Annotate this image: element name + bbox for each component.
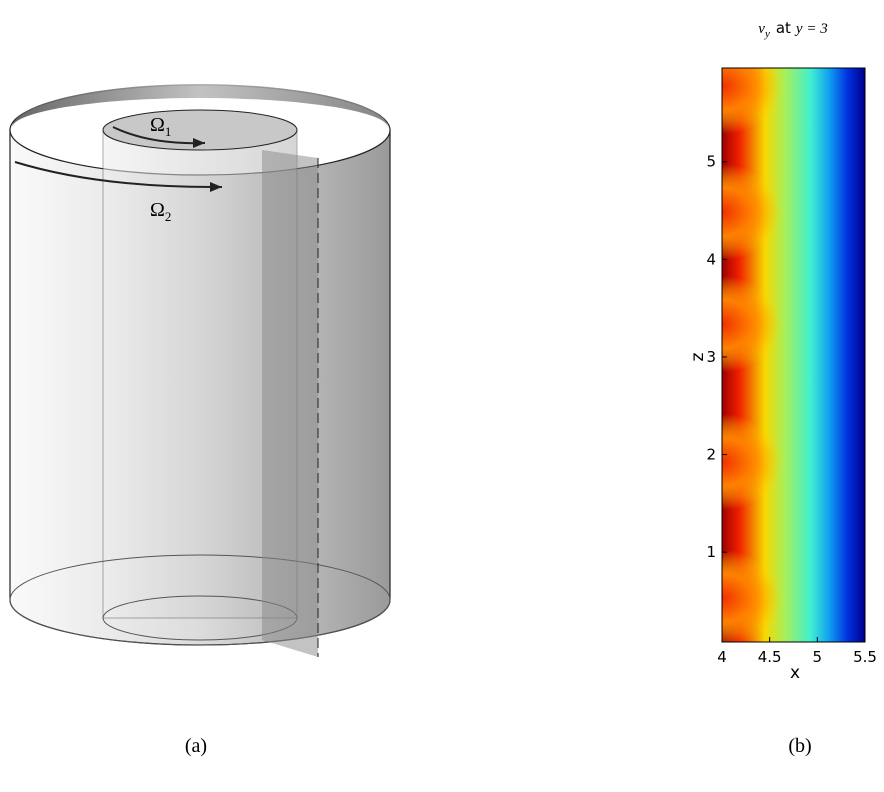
omega-symbol: Ω [150,199,165,221]
omega-subscript: 1 [165,124,172,139]
title-condition: y = 3 [794,21,828,37]
field-bump [722,550,782,642]
omega-subscript: 2 [165,209,172,224]
field-bump [722,414,782,510]
inner-omega: Ω1 [150,114,171,139]
y-tick-label: 3 [706,348,716,366]
x-tick-label: 5 [813,648,823,666]
title-word: at [776,19,791,37]
outer-omega: Ω2 [150,199,171,224]
omega-symbol: Ω [150,114,165,136]
field-bump [722,164,782,260]
y-axis-label: z [688,352,708,361]
title-subscript: y [764,28,770,40]
heatmap [722,68,865,642]
x-tick-label: 4.5 [758,648,782,666]
y-tick-label: 2 [706,446,716,464]
x-tick-label: 4 [717,648,727,666]
y-tick-label: 4 [706,250,716,268]
field-bump [722,68,782,134]
x-tick-label: 5.5 [853,648,877,666]
plot-frame [721,67,866,643]
y-tick-label: 5 [706,153,716,171]
field-bump [722,276,782,372]
chart-title: vy at y = 3 [758,19,827,40]
y-tick-label: 1 [706,543,716,561]
caption: (a) [185,735,207,757]
title-symbol: v [758,21,765,37]
caption: (b) [788,735,811,757]
cylinder-diagram: Ω1 Ω2 [9,84,391,657]
x-axis-label: x [790,663,800,683]
